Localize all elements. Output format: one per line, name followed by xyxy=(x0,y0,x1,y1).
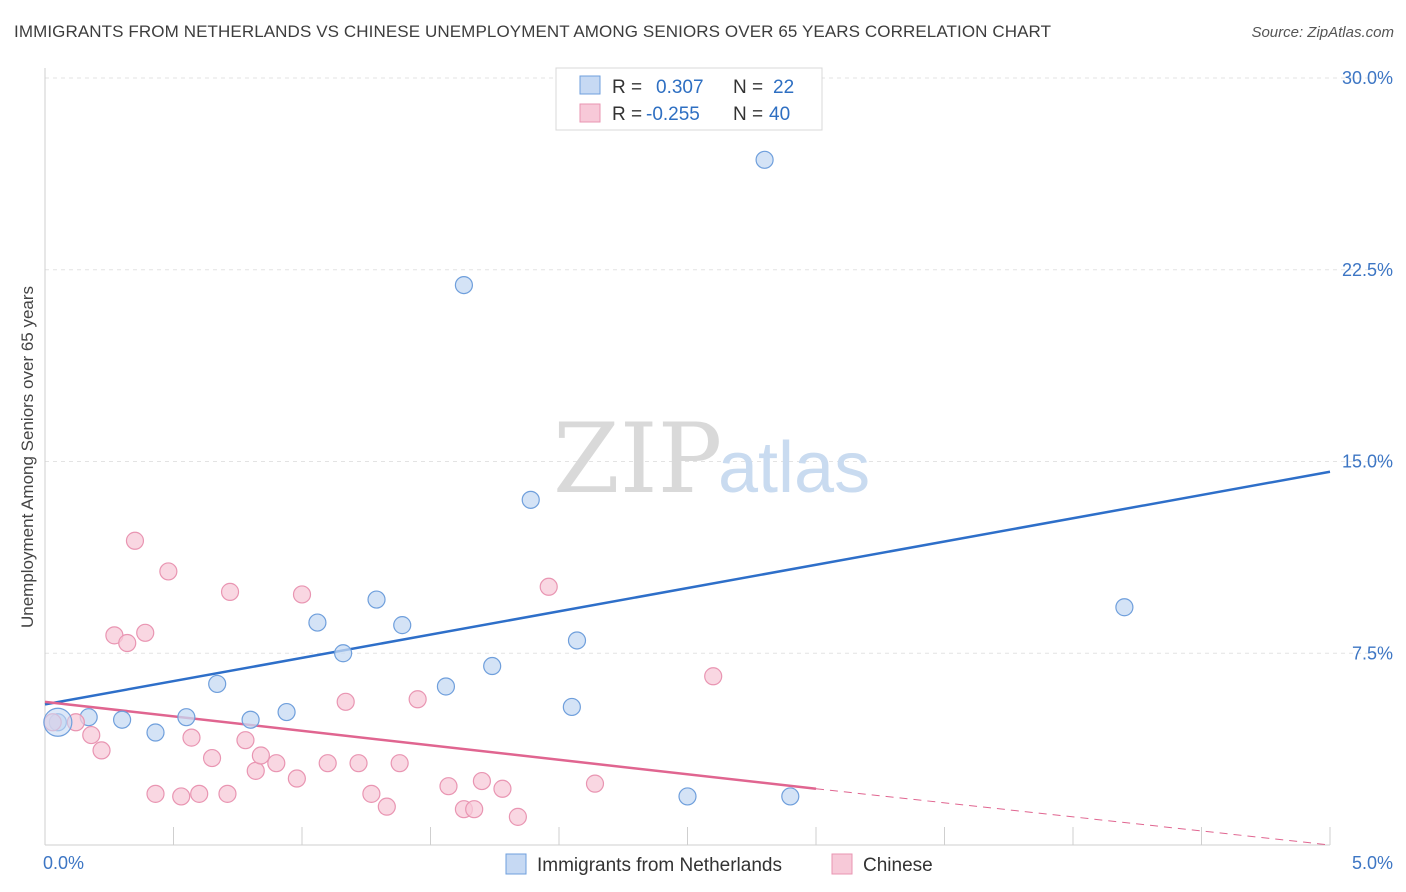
x-tick-label-0: 0.0% xyxy=(43,853,84,873)
netherlands-point-14 xyxy=(483,656,502,676)
x-tick-labels: 0.0% 5.0% xyxy=(43,853,1393,873)
x-tick-label-1: 5.0% xyxy=(1352,853,1393,873)
netherlands-point-11 xyxy=(393,616,412,635)
chinese-point-14 xyxy=(218,784,237,803)
bottom-legend-label-chinese: Chinese xyxy=(863,855,933,876)
y-axis-title: Unemployment Among Seniors over 65 years xyxy=(18,286,37,628)
watermark-atlas: atlas xyxy=(718,428,870,508)
data-points xyxy=(43,150,1134,826)
chinese-point-6 xyxy=(125,531,145,550)
chinese-point-16 xyxy=(236,731,255,750)
legend-r-value-chinese: -0.255 xyxy=(646,104,700,125)
bottom-legend: Immigrants from Netherlands Chinese xyxy=(505,853,933,876)
legend-swatch-netherlands xyxy=(579,75,601,95)
netherlands-point-16 xyxy=(562,697,581,717)
chinese-point-24 xyxy=(349,754,368,773)
netherlands-point-5 xyxy=(208,674,227,694)
chinese-point-34 xyxy=(508,807,527,826)
legend-r-label-chinese: R = xyxy=(612,104,642,125)
chinese-point-23 xyxy=(336,692,355,711)
y-tick-label-3: 30.0% xyxy=(1342,68,1393,88)
netherlands-point-8 xyxy=(308,613,327,632)
source-label: Source: ZipAtlas.com xyxy=(1251,24,1394,41)
watermark: ZIP atlas xyxy=(553,403,870,515)
chinese-point-8 xyxy=(146,784,165,803)
chinese-point-10 xyxy=(172,787,191,806)
trend-lines xyxy=(44,470,1331,846)
chinese-point-28 xyxy=(408,690,427,709)
netherlands-point-18 xyxy=(678,787,697,806)
chinese-point-37 xyxy=(704,667,723,686)
chinese-point-32 xyxy=(472,771,491,791)
chinese-point-27 xyxy=(390,754,409,773)
chinese-point-2 xyxy=(82,725,101,745)
chinese-point-3 xyxy=(92,741,111,760)
legend-box: R = 0.307 N = 22 R = -0.255 N = 40 xyxy=(555,67,823,131)
netherlands-point-7 xyxy=(277,702,296,722)
chinese-point-20 xyxy=(287,769,306,788)
chinese-point-13 xyxy=(202,748,222,768)
legend-r-value-netherlands: 0.307 xyxy=(656,77,704,98)
netherlands-point-6 xyxy=(241,710,260,729)
netherlands-point-20 xyxy=(781,787,800,806)
chinese-point-25 xyxy=(362,784,381,803)
netherlands-point-9 xyxy=(334,644,353,663)
watermark-zip: ZIP xyxy=(553,403,722,515)
chinese-point-7 xyxy=(136,623,155,642)
legend-n-label-chinese: N = xyxy=(733,104,763,125)
chinese-point-22 xyxy=(318,754,337,773)
legend-r-label-netherlands: R = xyxy=(612,77,642,98)
bottom-legend-swatch-netherlands xyxy=(505,853,527,875)
trend-line-0 xyxy=(44,470,1331,706)
netherlands-point-12 xyxy=(436,677,456,696)
y-tick-label-0: 7.5% xyxy=(1352,643,1393,663)
netherlands-point-21 xyxy=(1115,598,1134,617)
legend-n-value-netherlands: 22 xyxy=(773,77,794,98)
chinese-point-36 xyxy=(585,774,605,793)
netherlands-point-19 xyxy=(755,150,774,169)
chinese-point-26 xyxy=(377,797,396,816)
chinese-point-15 xyxy=(220,582,240,601)
chinese-point-19 xyxy=(267,754,286,773)
chinese-point-17 xyxy=(246,761,265,780)
chinese-point-21 xyxy=(292,585,312,604)
netherlands-point-13 xyxy=(454,275,474,295)
netherlands-point-10 xyxy=(367,590,386,609)
chart-title: IMMIGRANTS FROM NETHERLANDS VS CHINESE U… xyxy=(14,22,1052,41)
netherlands-point-15 xyxy=(521,490,540,509)
netherlands-point-4 xyxy=(177,708,196,727)
netherlands-point-3 xyxy=(146,723,165,742)
grid-lines xyxy=(45,77,1385,654)
y-tick-label-2: 22.5% xyxy=(1342,260,1393,280)
chinese-point-12 xyxy=(190,784,209,803)
netherlands-point-17 xyxy=(567,631,587,650)
netherlands-point-2 xyxy=(112,710,132,729)
bottom-legend-swatch-chinese xyxy=(831,853,853,875)
trend-line-1 xyxy=(44,700,817,790)
chinese-point-29 xyxy=(439,777,458,796)
trend-line-dashed-1 xyxy=(815,788,1331,846)
legend-swatch-chinese xyxy=(579,103,601,123)
legend-n-label-netherlands: N = xyxy=(733,77,763,98)
y-tick-labels: 7.5% 15.0% 22.5% 30.0% xyxy=(1342,68,1393,663)
chinese-point-18 xyxy=(251,746,270,765)
chinese-point-9 xyxy=(159,562,178,581)
y-tick-label-1: 15.0% xyxy=(1342,452,1393,472)
chinese-point-33 xyxy=(493,779,512,798)
chinese-point-31 xyxy=(465,800,484,819)
chinese-point-5 xyxy=(118,633,137,653)
chinese-point-35 xyxy=(539,577,558,596)
chinese-point-11 xyxy=(182,728,201,747)
netherlands-point-cluster xyxy=(43,707,73,737)
legend-n-value-chinese: 40 xyxy=(769,104,790,125)
bottom-legend-label-netherlands: Immigrants from Netherlands xyxy=(537,855,782,876)
